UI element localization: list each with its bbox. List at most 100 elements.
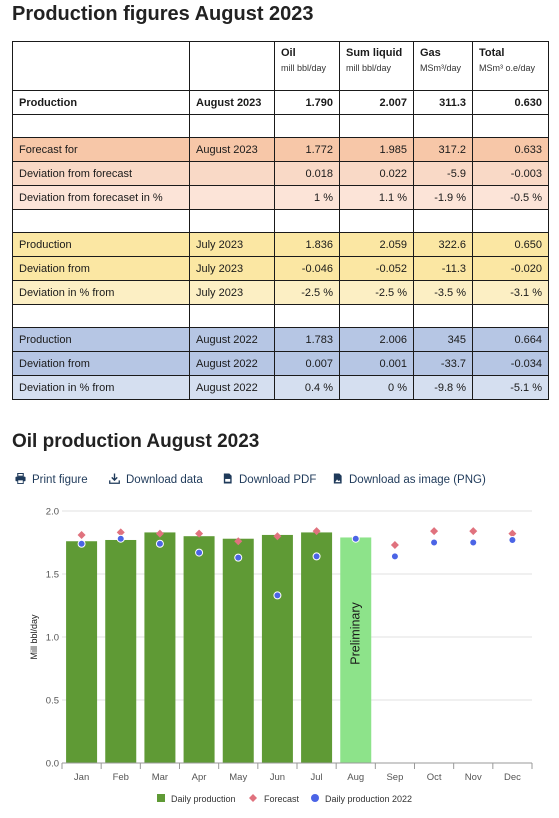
cell-sum-liquid: -2.5 %: [339, 280, 414, 305]
download-png-label: Download as image (PNG): [349, 474, 486, 486]
row-label: Production: [12, 232, 190, 257]
table-row: Production August 2022 1.783 2.006 345 0…: [12, 327, 549, 352]
legend-label: Forecast: [264, 794, 300, 804]
forecast-point: [77, 530, 86, 539]
daily-2022-point: [469, 538, 478, 547]
x-tick-label: Nov: [465, 772, 482, 783]
daily-2022-point: [116, 534, 125, 543]
x-tick-label: Apr: [192, 772, 207, 783]
cell-total: 0.633: [472, 137, 549, 162]
print-figure-button[interactable]: Print figure: [15, 473, 88, 486]
cell-gas: 345: [413, 327, 473, 352]
cell-oil: 1.836: [274, 232, 340, 257]
cell-oil: -2.5 %: [274, 280, 340, 305]
bar-may: [222, 538, 254, 763]
cell-oil: 1.783: [274, 327, 340, 352]
row-label: Deviation in % from: [12, 280, 190, 305]
daily-2022-point: [234, 553, 243, 562]
forecast-point: [430, 527, 439, 536]
row-period: July 2023: [189, 256, 275, 281]
table-row: Deviation in % from August 2022 0.4 % 0 …: [12, 375, 549, 400]
production-table: Oil mill bbl/day Sum liquid mill bbl/day…: [12, 41, 549, 400]
cell-total: -0.003: [472, 161, 549, 186]
preliminary-label: Preliminary: [349, 601, 363, 664]
cell-oil: 1.790: [274, 90, 340, 115]
bar-apr: [183, 536, 215, 763]
table-row: Deviation from August 2022 0.007 0.001 -…: [12, 351, 549, 376]
column-unit: mill bbl/day: [346, 63, 392, 73]
legend-swatch-daily-2022: [311, 794, 319, 802]
table-header-row: Oil mill bbl/day Sum liquid mill bbl/day…: [12, 41, 549, 91]
daily-2022-point: [430, 538, 439, 547]
bar-mar: [144, 532, 176, 763]
column-name: Total: [479, 47, 505, 59]
oil-production-chart: 0.0 0.5 1.0 1.5 2.0 Mill bbl/day Preliminary Ja…: [29, 507, 533, 804]
row-label: Production: [12, 327, 190, 352]
row-period: August 2023: [189, 137, 275, 162]
x-tick-label: Dec: [504, 772, 521, 783]
cell-oil: 1 %: [274, 185, 340, 210]
column-unit: MSm³ o.e/day: [479, 63, 536, 73]
legend-swatch-forecast: [249, 794, 257, 802]
forecast-point: [195, 529, 204, 538]
printer-icon: [15, 473, 26, 484]
row-period: [189, 185, 275, 210]
daily-2022-point: [508, 535, 517, 544]
download-png-button[interactable]: Download as image (PNG): [332, 473, 486, 486]
table-row: Deviation from forecast 0.018 0.022 -5.9…: [12, 161, 549, 186]
y-tick-label: 1.5: [46, 570, 59, 581]
table-row: Deviation from July 2023 -0.046 -0.052 -…: [12, 256, 549, 281]
daily-2022-point: [77, 539, 86, 548]
x-tick-label: Jul: [311, 772, 323, 783]
x-tick-label: Feb: [113, 772, 129, 783]
cell-gas: -9.8 %: [413, 375, 473, 400]
daily-2022-point: [351, 534, 360, 543]
row-period: August 2023: [189, 90, 275, 115]
cell-gas: 311.3: [413, 90, 473, 115]
spacer-row: [12, 209, 549, 233]
cell-sum-liquid: 0.022: [339, 161, 414, 186]
x-tick-label: Mar: [152, 772, 168, 783]
download-pdf-button[interactable]: Download PDF: [222, 473, 316, 486]
cell-sum-liquid: 2.007: [339, 90, 414, 115]
cell-total: -0.034: [472, 351, 549, 376]
cell-gas: -33.7: [413, 351, 473, 376]
cell-total: 0.630: [472, 90, 549, 115]
cell-sum-liquid: 2.059: [339, 232, 414, 257]
forecast-point: [273, 532, 282, 541]
forecast-point: [234, 537, 243, 546]
x-tick-label: Jan: [74, 772, 89, 783]
legend-label: Daily production: [171, 794, 236, 804]
y-tick-label: 1.0: [46, 633, 59, 644]
row-period: July 2023: [189, 280, 275, 305]
daily-2022-point: [273, 591, 282, 600]
row-period: [189, 161, 275, 186]
x-tick-label: Jun: [270, 772, 285, 783]
cell-total: 0.664: [472, 327, 549, 352]
header-empty-cell: [12, 41, 190, 91]
row-period: August 2022: [189, 327, 275, 352]
download-pdf-label: Download PDF: [239, 474, 317, 486]
column-header-sum-liquid: Sum liquid mill bbl/day: [339, 41, 414, 91]
column-name: Sum liquid: [346, 47, 403, 59]
cell-total: -0.5 %: [472, 185, 549, 210]
cell-total: 0.650: [472, 232, 549, 257]
cell-gas: -1.9 %: [413, 185, 473, 210]
bar-jul: [301, 532, 333, 763]
cell-gas: 322.6: [413, 232, 473, 257]
row-period: July 2023: [189, 232, 275, 257]
cell-sum-liquid: 0.001: [339, 351, 414, 376]
legend-swatch-daily-production: [157, 794, 165, 802]
table-row: Production July 2023 1.836 2.059 322.6 0…: [12, 232, 549, 257]
row-label: Deviation in % from: [12, 375, 190, 400]
daily-2022-point: [390, 552, 399, 561]
column-unit: mill bbl/day: [281, 63, 327, 73]
cell-sum-liquid: 1.1 %: [339, 185, 414, 210]
cell-sum-liquid: -0.052: [339, 256, 414, 281]
y-tick-label: 2.0: [46, 507, 59, 518]
download-data-button[interactable]: Download data: [109, 473, 203, 486]
chart-title: Oil production August 2023: [12, 431, 260, 452]
forecast-point: [155, 529, 164, 538]
cell-oil: 0.4 %: [274, 375, 340, 400]
column-header-gas: Gas MSm³/day: [413, 41, 473, 91]
